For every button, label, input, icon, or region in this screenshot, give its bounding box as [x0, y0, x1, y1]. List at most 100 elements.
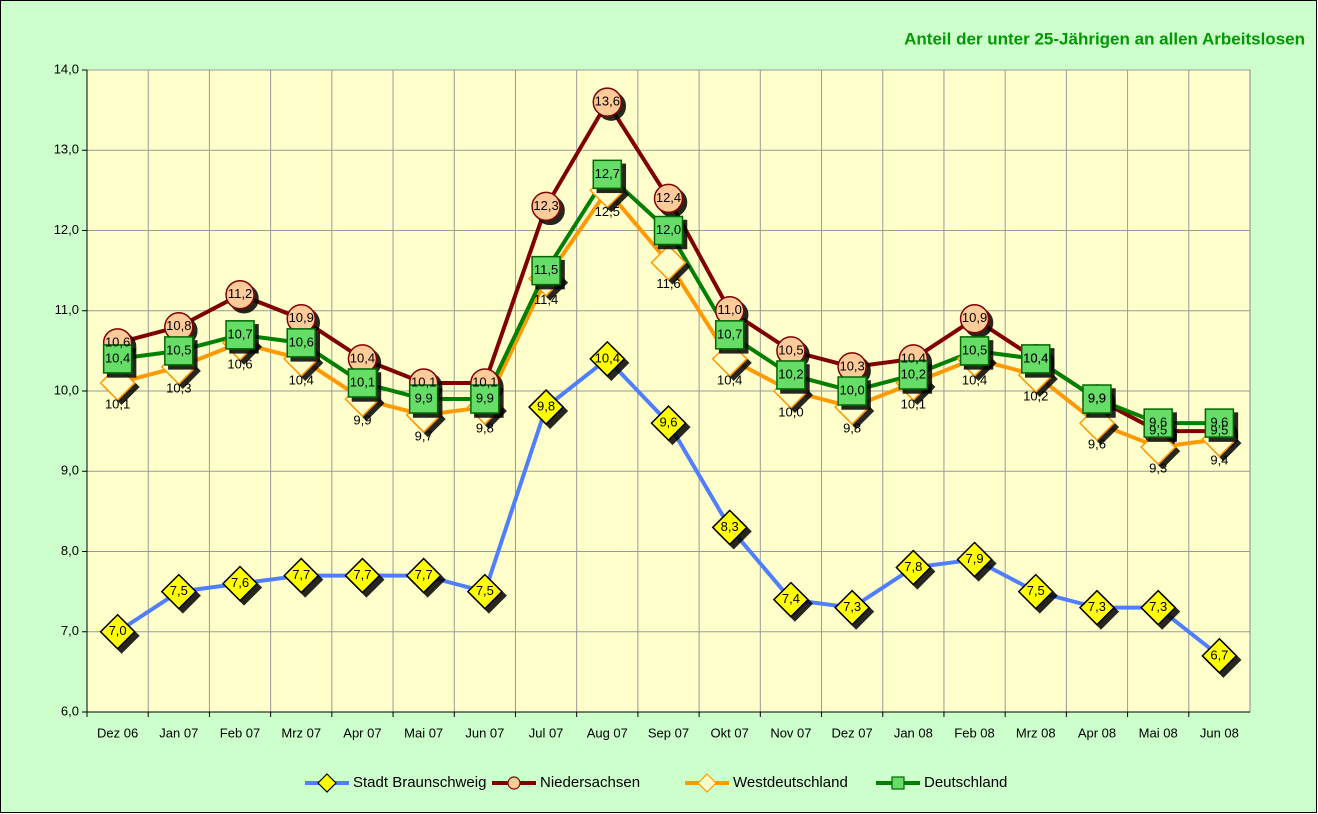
x-tick-label: Dez 06: [97, 725, 138, 740]
data-label: 7,3: [1088, 599, 1106, 614]
x-tick-label: Mrz 07: [281, 725, 321, 740]
data-label: 12,3: [533, 198, 558, 213]
data-label: 11,4: [534, 292, 558, 307]
data-label: 10,4: [717, 372, 742, 387]
marker: [164, 336, 194, 366]
data-label: 7,7: [415, 567, 433, 582]
y-tick-label: 9,0: [61, 463, 79, 478]
data-label: 7,5: [476, 583, 494, 598]
x-tick-label: Feb 07: [220, 725, 260, 740]
data-label: 7,8: [904, 559, 922, 574]
marker: [959, 336, 990, 366]
data-label: 9,5: [1149, 423, 1167, 438]
marker: [898, 360, 929, 390]
data-label: 9,5: [1210, 423, 1228, 438]
data-label: 11,6: [656, 276, 680, 291]
marker: [1082, 384, 1112, 414]
marker: [317, 773, 337, 793]
marker: [1204, 408, 1235, 438]
marker: [99, 364, 136, 402]
data-label: 7,5: [170, 583, 188, 598]
data-label: 7,0: [109, 623, 127, 638]
x-tick-label: Aug 07: [587, 725, 628, 740]
data-label: 7,6: [231, 575, 249, 590]
x-tick-label: Jun 08: [1200, 725, 1239, 740]
marker: [592, 87, 623, 117]
legend-label: Westdeutschland: [733, 774, 848, 791]
marker: [344, 557, 381, 594]
marker: [1143, 408, 1173, 438]
data-label: 9,6: [1149, 415, 1167, 430]
marker: [102, 344, 133, 374]
data-label: 7,3: [1149, 599, 1167, 614]
data-label: 10,0: [778, 404, 803, 419]
data-label: 10,6: [105, 334, 130, 349]
marker: [776, 360, 806, 390]
data-label: 10,5: [962, 342, 987, 357]
data-label: 10,1: [901, 396, 926, 411]
marker: [697, 773, 717, 793]
data-label: 9,6: [1210, 415, 1228, 430]
data-label: 10,1: [105, 396, 130, 411]
y-tick-label: 14,0: [54, 61, 79, 76]
data-label: 13,6: [595, 94, 620, 109]
data-label: 9,4: [1210, 453, 1228, 468]
marker: [528, 388, 565, 426]
marker: [286, 328, 316, 358]
data-label: 9,8: [843, 420, 861, 435]
legend-label: Deutschland: [924, 774, 1007, 791]
marker: [531, 255, 561, 286]
data-label: 10,5: [778, 342, 803, 357]
y-tick-label: 7,0: [61, 623, 79, 638]
x-tick-label: Jan 08: [894, 725, 933, 740]
x-tick-label: Apr 08: [1078, 725, 1116, 740]
data-label: 10,4: [105, 350, 130, 365]
legend-label: Stadt Braunschweig: [353, 774, 486, 791]
marker: [834, 589, 871, 626]
data-label: 10,1: [411, 374, 436, 389]
marker: [1017, 573, 1054, 610]
marker: [507, 776, 521, 790]
marker: [1078, 589, 1116, 626]
marker: [225, 320, 255, 350]
data-label: 10,4: [1023, 350, 1048, 365]
data-label: 10,4: [289, 372, 314, 387]
data-label: 10,9: [289, 310, 314, 325]
data-label: 11,2: [228, 286, 252, 301]
data-label: 10,3: [839, 358, 864, 373]
y-tick-label: 6,0: [61, 703, 79, 718]
data-label: 10,6: [227, 356, 252, 371]
data-label: 10,4: [1023, 350, 1048, 365]
marker: [1140, 589, 1177, 626]
data-label: 10,7: [227, 326, 252, 341]
data-label: 7,7: [292, 567, 310, 582]
data-label: 10,4: [595, 350, 620, 365]
data-label: 10,1: [472, 374, 497, 389]
data-label: 9,3: [1149, 461, 1167, 476]
data-label: 12,0: [656, 222, 681, 237]
data-label: 9,9: [476, 390, 494, 405]
legend-label: Niedersachsen: [540, 774, 640, 791]
marker: [959, 304, 990, 334]
marker: [470, 384, 500, 414]
marker: [653, 183, 684, 214]
data-label: 10,7: [717, 326, 742, 341]
data-label: 8,3: [721, 519, 739, 534]
data-label: 10,4: [901, 350, 926, 365]
y-tick-label: 10,0: [54, 382, 79, 397]
marker: [592, 159, 623, 190]
y-tick-label: 12,0: [54, 222, 79, 237]
data-label: 10,3: [166, 380, 191, 395]
data-label: 11,0: [718, 302, 742, 317]
x-tick-label: Jan 07: [159, 725, 198, 740]
marker: [837, 376, 867, 406]
y-tick-label: 8,0: [61, 543, 79, 558]
data-label: 9,6: [1088, 437, 1106, 452]
data-label: 9,8: [537, 398, 555, 413]
data-label: 10,2: [1023, 388, 1048, 403]
marker: [1021, 344, 1051, 374]
marker: [653, 215, 684, 246]
marker: [347, 368, 378, 398]
